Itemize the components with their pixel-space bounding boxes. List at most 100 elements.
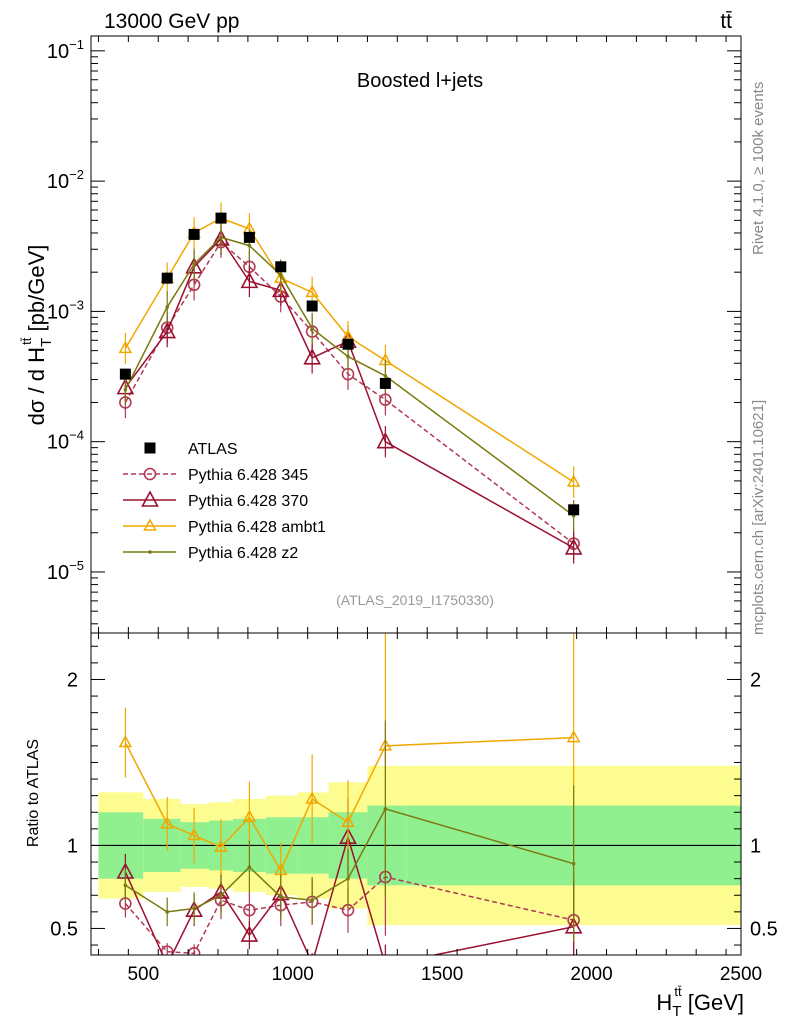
ratio-y-tick-label: 2: [750, 669, 761, 691]
point-z2: [383, 374, 388, 378]
chart-title: Boosted l+jets: [357, 70, 483, 92]
mcplots-label: mcplots.cern.ch [arXiv:2401.10621]: [750, 400, 767, 635]
ratio-line-ambt1: [124, 736, 574, 872]
point-z2: [346, 354, 350, 359]
ratio-point-z2: [571, 861, 576, 866]
point-z2: [192, 262, 196, 267]
main-plot-content: [116, 202, 583, 564]
x-tick-label: 500: [127, 964, 159, 985]
ratio-series-z2: [123, 720, 576, 943]
legend-marker-p345: [143, 467, 157, 481]
y-tick-label: 10−1: [47, 37, 84, 63]
point-atlas: [188, 228, 200, 240]
ratio-point-p370: [240, 925, 259, 942]
ratio-point-p370: [378, 957, 393, 971]
ratio-y-tick-label: 2: [67, 669, 78, 691]
legend-marker-z2: [148, 550, 152, 554]
point-z2: [310, 326, 314, 331]
ratio-line-z2: [124, 808, 574, 913]
ratio-point-ambt1: [305, 791, 319, 804]
point-z2: [278, 273, 283, 277]
main-axes: 10−1 10−2 10−3 10−4 10−5: [47, 36, 741, 633]
ratio-y-tick-label: 0.5: [750, 918, 778, 940]
ratio-point-ambt1: [566, 730, 581, 743]
rivet-version-label: Rivet 4.1.0, ≥ 100k events: [750, 82, 767, 255]
point-atlas: [119, 368, 131, 380]
point-ambt1: [305, 284, 319, 298]
point-atlas: [243, 231, 255, 243]
legend-label-p345: Pythia 6.428 345: [188, 467, 308, 484]
legend-label-atlas: ATLAS: [188, 441, 238, 458]
series-line-p370: [124, 237, 575, 549]
point-atlas: [275, 261, 287, 273]
ratio-point-z2: [383, 807, 388, 811]
ratio-point-ambt1: [242, 809, 257, 822]
ratio-point-p345: [243, 903, 256, 917]
x-axis-label: HTtt̄ [GeV]: [656, 984, 744, 1020]
y-tick-label: 10−5: [47, 558, 84, 584]
y-tick-label: 10−4: [47, 428, 84, 454]
series-line-p345: [124, 241, 575, 545]
point-p370: [271, 280, 290, 298]
point-p370: [158, 321, 177, 339]
analysis-label: (ATLAS_2019_I1750330): [336, 592, 494, 608]
ratio-point-z2: [192, 906, 196, 911]
ratio-point-z2: [310, 898, 314, 903]
point-z2: [165, 305, 170, 309]
legend: ATLAS Pythia 6.428 345 Pythia 6.428 370 Pyt…: [123, 441, 326, 562]
point-ambt1: [118, 340, 133, 354]
ratio-point-z2: [247, 865, 252, 869]
ratio-point-ambt1: [160, 816, 174, 829]
ratio-point-ambt1: [187, 827, 201, 841]
series-line-z2: [124, 236, 575, 517]
y-axis-label: dσ / d HTtt̄ [pb/GeV]: [19, 245, 55, 426]
main-panel: 10−1 10−2 10−3 10−4 10−5 Boosted l+jets (ATL…: [19, 35, 742, 634]
point-atlas: [161, 272, 173, 284]
header-energy: 13000 GeV pp: [104, 10, 239, 33]
ratio-point-ambt1: [214, 839, 228, 852]
point-atlas: [379, 377, 391, 389]
ratio-panel-frame: [90, 632, 742, 956]
ratio-axes: 500 1000 1500 2000 2500 0.5 0.5 1 1 2 2: [50, 633, 778, 985]
ratio-point-z2: [165, 910, 170, 914]
point-atlas: [306, 300, 318, 312]
ratio-y-axis-label: Ratio to ATLAS: [25, 739, 42, 847]
ratio-y-tick-label: 0.5: [50, 918, 78, 940]
series-z2: [123, 221, 576, 532]
ratio-point-ambt1: [118, 734, 133, 748]
legend-marker-p370: [141, 490, 159, 507]
legend-label-p370: Pythia 6.428 370: [188, 493, 308, 510]
x-tick-label: 2500: [720, 964, 762, 985]
ratio-point-z2: [123, 883, 128, 888]
ratio-point-ambt1: [274, 862, 288, 876]
point-p370: [564, 538, 583, 555]
ratio-plot-content: [91, 633, 741, 971]
main-panel-frame: [90, 35, 742, 634]
ratio-line-p345: [124, 876, 574, 955]
x-tick-label: 1500: [421, 964, 463, 985]
ratio-point-z2: [346, 876, 350, 881]
y-tick-label: 10−3: [47, 297, 84, 323]
legend-marker-atlas: [144, 442, 156, 454]
point-z2: [247, 243, 252, 248]
point-atlas: [342, 338, 354, 350]
legend-label-ambt1: Pythia 6.428 ambt1: [188, 519, 326, 536]
point-p370: [303, 348, 321, 365]
header-process: tt̄: [720, 10, 732, 33]
series-atlas: [119, 212, 580, 516]
point-p370: [240, 271, 259, 289]
ratio-y-tick-label: 1: [750, 835, 761, 857]
ratio-point-z2: [219, 893, 223, 898]
ratio-y-tick-label: 1: [67, 835, 78, 857]
point-atlas: [215, 212, 227, 224]
x-tick-label: 2000: [570, 964, 612, 985]
point-ambt1: [566, 474, 581, 487]
legend-marker-ambt1: [143, 518, 157, 531]
series-line-ambt1: [124, 217, 575, 483]
ratio-line-p370: [124, 834, 574, 955]
x-tick-label: 1000: [272, 964, 314, 985]
point-p370: [376, 431, 395, 449]
ratio-point-z2: [278, 895, 283, 899]
ratio-point-p370: [160, 957, 175, 971]
